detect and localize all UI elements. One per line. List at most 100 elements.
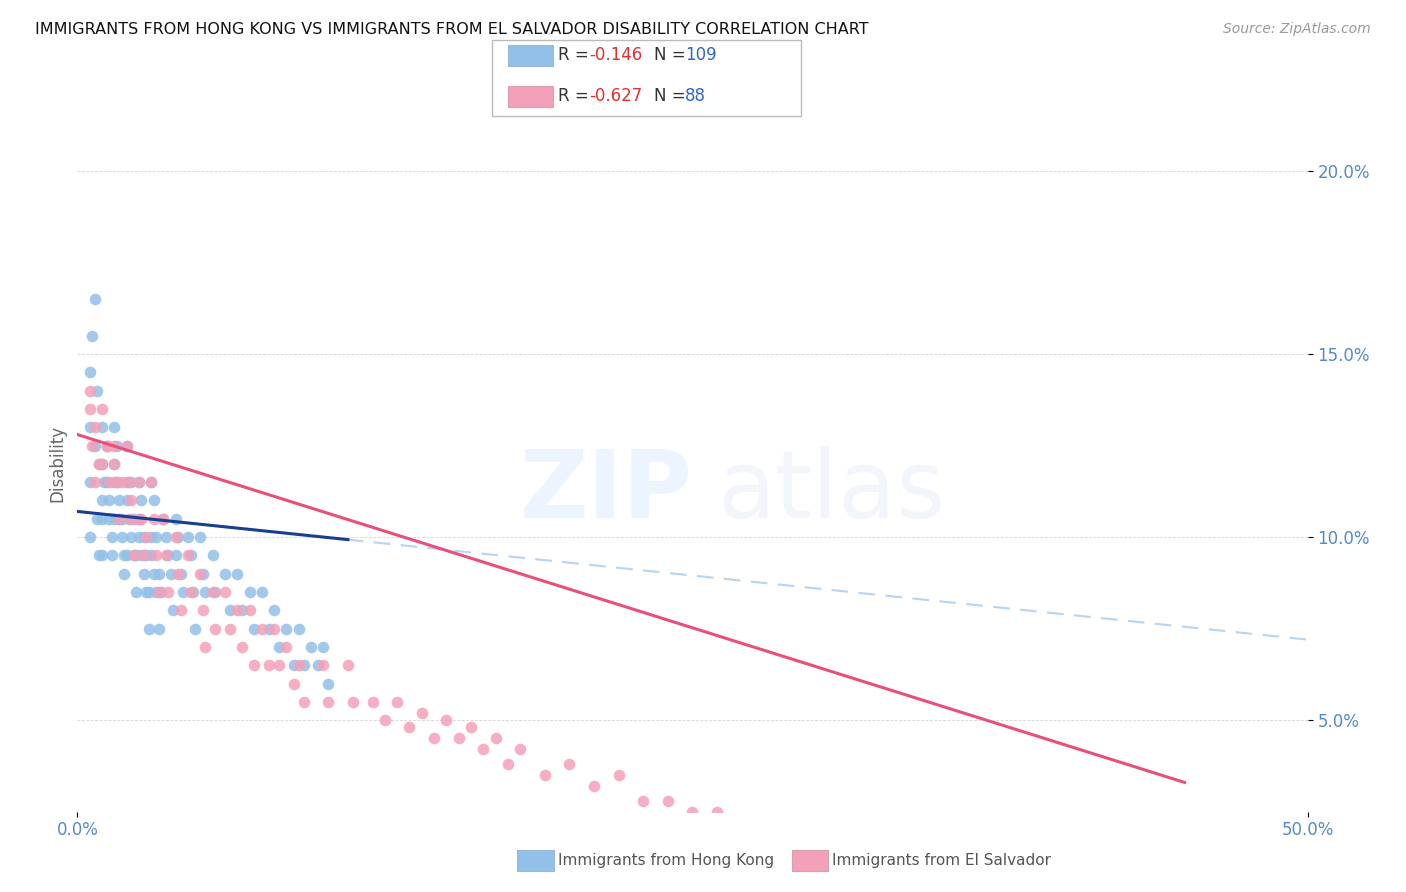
Point — [460, 721, 482, 735]
Point — [103, 512, 125, 526]
Text: 109: 109 — [685, 46, 716, 64]
Point — [115, 549, 138, 563]
Point — [231, 640, 253, 654]
Point — [125, 549, 148, 563]
Point — [172, 585, 194, 599]
Point — [657, 794, 679, 808]
Point — [288, 658, 311, 673]
Point — [170, 566, 193, 581]
Point — [128, 475, 150, 490]
Point — [118, 512, 141, 526]
Point — [96, 438, 118, 452]
Text: R =: R = — [558, 87, 595, 105]
Point — [534, 768, 557, 782]
Point — [83, 438, 105, 452]
Point — [1050, 841, 1073, 855]
Point — [194, 640, 217, 654]
Point — [148, 566, 170, 581]
Point — [155, 549, 177, 563]
Point — [288, 622, 311, 636]
Point — [79, 475, 101, 490]
Point — [165, 530, 187, 544]
Point — [90, 401, 114, 416]
Point — [118, 475, 141, 490]
Point — [132, 549, 155, 563]
Text: -0.627: -0.627 — [589, 87, 643, 105]
Point — [90, 493, 114, 508]
Point — [214, 585, 236, 599]
Point — [731, 815, 754, 830]
Point — [111, 530, 132, 544]
Point — [152, 512, 174, 526]
Point — [79, 384, 101, 398]
Point — [214, 566, 236, 581]
Point — [263, 603, 285, 617]
Point — [103, 475, 125, 490]
Point — [105, 475, 128, 490]
Point — [509, 742, 531, 756]
Point — [292, 658, 315, 673]
Point — [141, 475, 163, 490]
Point — [121, 493, 143, 508]
Point — [148, 585, 170, 599]
Point — [191, 566, 214, 581]
Point — [853, 830, 876, 845]
Point — [181, 585, 204, 599]
Point — [82, 328, 104, 343]
Text: N =: N = — [654, 87, 690, 105]
Point — [633, 794, 655, 808]
Point — [231, 603, 253, 617]
Point — [135, 549, 157, 563]
Point — [276, 622, 298, 636]
Point — [111, 512, 132, 526]
Point — [167, 530, 190, 544]
Point — [299, 640, 322, 654]
Point — [184, 622, 207, 636]
Point — [79, 530, 101, 544]
Point — [129, 493, 153, 508]
Point — [226, 566, 249, 581]
Point — [83, 292, 105, 306]
Point — [83, 420, 105, 434]
Point — [219, 603, 242, 617]
Point — [89, 457, 111, 471]
Point — [177, 530, 200, 544]
Point — [79, 420, 101, 434]
Y-axis label: Disability: Disability — [48, 425, 66, 502]
Point — [82, 438, 104, 452]
Text: -0.146: -0.146 — [589, 46, 643, 64]
Point — [342, 695, 364, 709]
Text: Immigrants from Hong Kong: Immigrants from Hong Kong — [558, 854, 775, 868]
Point — [142, 512, 165, 526]
Point — [105, 475, 128, 490]
Point — [250, 585, 273, 599]
Point — [112, 549, 135, 563]
Point — [259, 658, 281, 673]
Point — [398, 721, 420, 735]
Point — [423, 731, 446, 746]
Point — [108, 493, 131, 508]
Point — [243, 622, 266, 636]
Point — [201, 549, 224, 563]
Point — [135, 530, 157, 544]
Point — [318, 695, 340, 709]
Point — [148, 622, 170, 636]
Point — [138, 585, 160, 599]
Text: N =: N = — [654, 46, 690, 64]
Point — [201, 585, 224, 599]
Point — [103, 457, 125, 471]
Point — [276, 640, 298, 654]
Point — [86, 384, 108, 398]
Point — [141, 475, 163, 490]
Point — [312, 658, 335, 673]
Point — [98, 475, 121, 490]
Point — [292, 695, 315, 709]
Point — [160, 566, 183, 581]
Point — [89, 549, 111, 563]
Point — [125, 585, 148, 599]
Text: IMMIGRANTS FROM HONG KONG VS IMMIGRANTS FROM EL SALVADOR DISABILITY CORRELATION : IMMIGRANTS FROM HONG KONG VS IMMIGRANTS … — [35, 22, 869, 37]
Point — [145, 549, 167, 563]
Text: Immigrants from El Salvador: Immigrants from El Salvador — [832, 854, 1052, 868]
Text: atlas: atlas — [717, 446, 945, 538]
Point — [170, 603, 193, 617]
